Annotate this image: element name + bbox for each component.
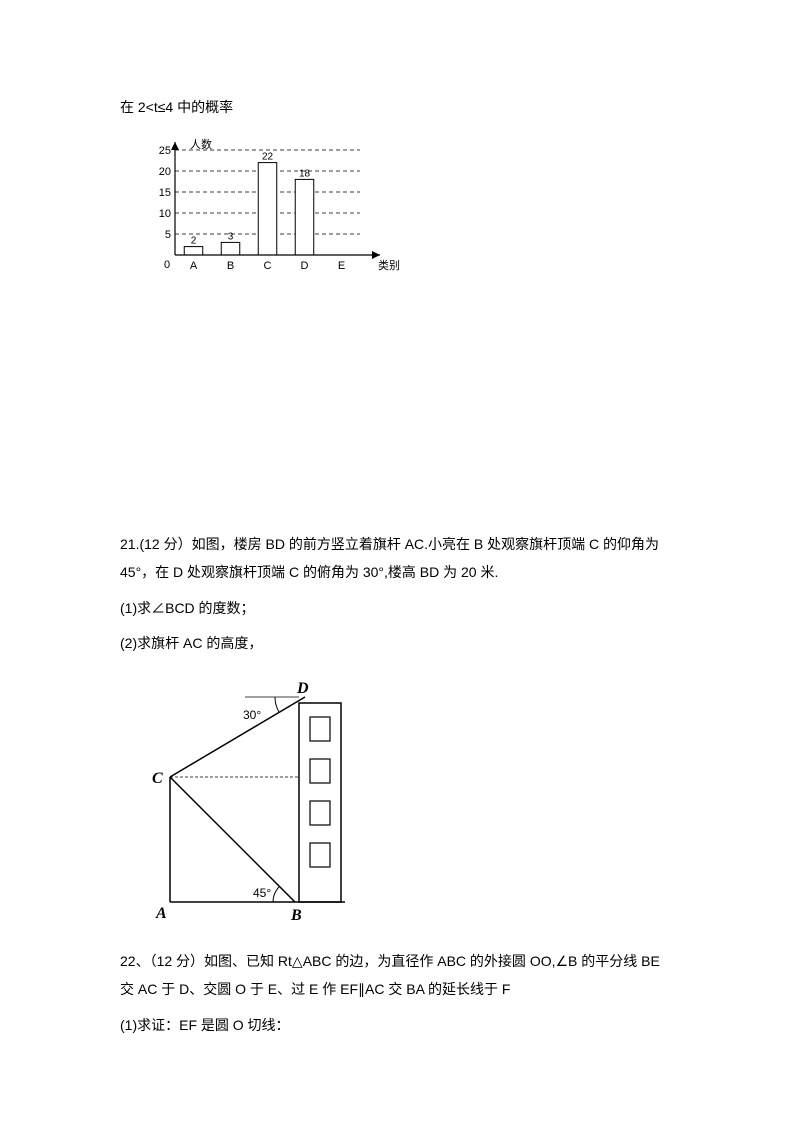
problem-22-text: 22、（12 分）如图、已知 Rt△ABC 的边，为直径作 ABC 的外接圆 O… (120, 947, 674, 1003)
problem-21-sub2: (2)求旗杆 AC 的高度， (120, 631, 674, 656)
spacer (120, 300, 674, 530)
svg-text:A: A (155, 905, 167, 922)
svg-text:2: 2 (191, 236, 197, 247)
svg-text:D: D (296, 680, 309, 697)
problem-21-sub1: (1)求∠BCD 的度数； (120, 596, 674, 621)
svg-text:18: 18 (299, 169, 311, 180)
svg-text:C: C (264, 260, 272, 272)
svg-text:5: 5 (165, 229, 171, 241)
svg-text:25: 25 (159, 145, 171, 157)
problem-22-sub1: (1)求证：EF 是圆 O 切线： (120, 1013, 674, 1038)
svg-text:D: D (301, 260, 309, 272)
svg-text:B: B (227, 260, 234, 272)
svg-text:3: 3 (228, 232, 234, 243)
svg-text:B: B (290, 907, 302, 924)
svg-text:10: 10 (159, 208, 171, 220)
bar-chart: 人数 5 10 15 20 25 2 A 3 B 22 C 18 D E 0 类别 (140, 135, 400, 285)
svg-text:C: C (152, 770, 163, 787)
svg-text:0: 0 (164, 259, 170, 271)
svg-text:20: 20 (159, 166, 171, 178)
geometry-diagram: A B C D 45° 30° (140, 672, 440, 932)
svg-text:45°: 45° (253, 886, 271, 900)
svg-text:人数: 人数 (190, 138, 212, 151)
svg-text:22: 22 (262, 152, 274, 163)
svg-text:30°: 30° (243, 708, 261, 722)
svg-text:类别: 类别 (378, 258, 400, 272)
problem-21-text: 21.(12 分）如图，楼房 BD 的前方竖立着旗杆 AC.小亮在 B 处观察旗… (120, 530, 674, 586)
svg-text:E: E (338, 260, 345, 272)
header-text: 在 2<t≤4 中的概率 (120, 95, 674, 120)
svg-text:A: A (190, 260, 198, 272)
svg-text:15: 15 (159, 187, 171, 199)
